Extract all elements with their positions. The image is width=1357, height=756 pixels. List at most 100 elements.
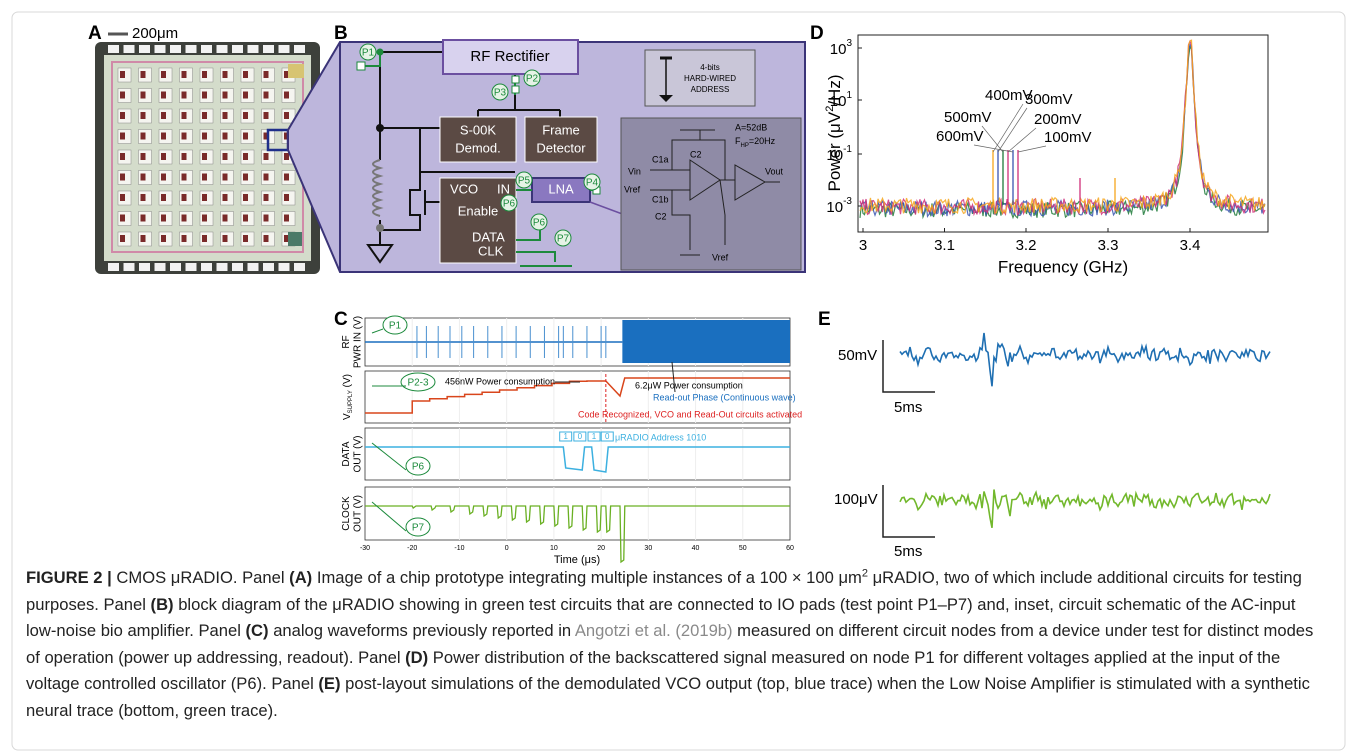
cell-core [243,112,248,119]
pad [232,45,243,53]
cell-core [140,235,146,242]
x-tick-label: 3.3 [1098,237,1119,254]
cell-core [120,71,125,78]
pad [185,263,197,271]
amp-label: A=52dB [735,122,767,132]
test-point-label: P3 [494,88,507,99]
cell-core [140,214,146,222]
cell-core [284,194,289,201]
caption-text: 2 [861,567,868,580]
pad [185,45,197,53]
caption-text: Power distribution of the backscattered … [26,647,1281,694]
x-tick-label: -10 [454,545,464,552]
cell-core [243,153,248,160]
tick-exp: 1 [846,90,852,101]
cell-core [202,132,207,140]
scale-label: 200μm [132,25,178,42]
demod-block [439,116,517,163]
cell-core [140,132,146,140]
pad-block [288,232,302,246]
vco-output-trace [899,332,1271,387]
bit-label: 1 [563,432,568,441]
chip-image [95,42,320,274]
pad [123,263,135,271]
pad-block [288,64,304,78]
cell-core [202,71,207,78]
test-point [400,372,436,392]
pad [201,45,212,53]
cell-core [243,91,248,99]
tick-exp: -1 [843,144,852,155]
cell-core [181,235,187,242]
node [376,124,384,132]
node [376,224,384,232]
pad [170,45,181,53]
y-axis-label: RF [341,335,352,348]
caption-text: analog waveforms previously reported in [268,621,575,641]
annotation: 6.2μW Power consumption [635,380,743,390]
x-tick-label: 20 [597,545,605,552]
cell-core [161,71,166,78]
x-tick-label: 3.4 [1180,237,1201,254]
pad [216,45,228,53]
test-point [382,315,408,335]
cell-core [140,194,146,201]
cell-core [243,194,248,201]
block-label: Detector [536,140,586,155]
amp-inset [620,117,802,271]
cell-core [243,71,248,78]
scale-bar [882,485,935,538]
panel-label: D [810,23,824,44]
cell-core [263,132,269,140]
test-point-label: P5 [518,176,531,187]
spectrum [859,39,1266,217]
test-point [500,194,518,212]
bit-box [587,431,601,442]
panel-label: A [88,23,102,44]
rf-carrier [622,320,790,363]
test-pad [511,75,520,84]
cell-core [284,235,289,242]
subplot-frame [364,486,791,541]
annotation: Read-out Phase (Continuous wave) [653,392,796,402]
caption-text: block diagram of the μRADIO showing in g… [26,594,1296,641]
label-part: V [342,413,353,420]
test-point [530,213,548,231]
citation-link[interactable]: Angotzi et al. (2019b) [574,621,733,641]
annotation: 456nW Power consumption [445,376,555,386]
frame [11,11,1346,751]
node [376,48,384,56]
tick-base: 10 [826,199,843,216]
amp-label: C1b [652,194,669,204]
cell-core [181,91,187,99]
bit-label: 1 [592,432,597,441]
cell-core [284,173,289,181]
cell-core [263,214,269,222]
cell-core [222,71,228,78]
cell-core [284,132,289,140]
cell-core [284,91,289,99]
voltage-label: 100mV [1044,129,1092,146]
cell-core [120,235,125,242]
test-point-label: P7 [412,523,425,534]
amp-label: Vout [765,166,784,176]
cell-core [222,173,228,181]
voltage-label: 600mV [936,128,984,145]
caption-text: CMOS μRADIO. Panel [111,568,290,587]
cell-core [284,214,289,222]
pad [154,45,166,53]
cell-core [161,112,166,119]
y-axis-label: VSUPPLY (V) [342,374,354,420]
pad [154,263,166,271]
x-tick-label: 3 [859,237,867,254]
caption-text: (E) [318,674,341,694]
cell-core [140,173,146,181]
amp-label: FHP=20Hz [735,136,776,148]
tick-exp: -3 [843,196,852,207]
vco-block [439,177,517,264]
test-point [554,229,572,247]
pin-label: DATA [472,229,505,244]
cell-core [263,173,269,181]
cell-core [181,153,187,160]
block-label: LNA [548,181,574,196]
